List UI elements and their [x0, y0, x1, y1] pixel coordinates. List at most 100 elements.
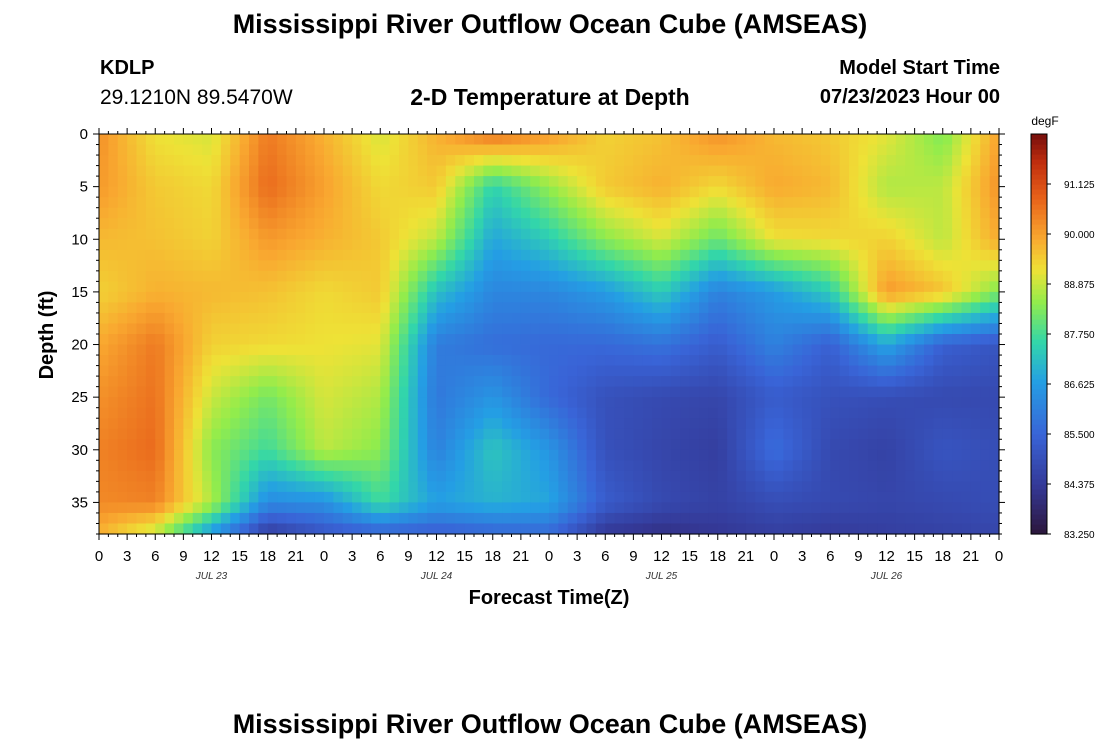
heatmap-cell	[483, 512, 494, 525]
heatmap-cell	[614, 376, 625, 388]
heatmap-cell	[230, 134, 241, 146]
heatmap-cell	[464, 334, 475, 346]
heatmap-cell	[989, 449, 1000, 461]
heatmap-cell	[239, 197, 250, 209]
heatmap-cell	[427, 323, 438, 335]
heatmap-cell	[389, 439, 400, 451]
heatmap-cell	[661, 523, 672, 535]
heatmap-cell	[267, 239, 278, 251]
heatmap-cell	[286, 312, 297, 325]
heatmap-cell	[905, 523, 916, 535]
heatmap-cell	[220, 239, 231, 251]
heatmap-cell	[342, 491, 353, 504]
heatmap-cell	[474, 481, 484, 493]
heatmap-cell	[389, 481, 400, 493]
heatmap-cell	[839, 260, 850, 272]
heatmap-cell	[239, 155, 250, 167]
heatmap-cell	[567, 186, 578, 198]
heatmap-cell	[370, 334, 381, 346]
heatmap-cell	[670, 207, 681, 219]
heatmap-cell	[211, 281, 222, 293]
colorbar-segment	[1031, 514, 1047, 520]
heatmap-cell	[755, 155, 766, 167]
heatmap-cell	[680, 481, 691, 493]
heatmap-cell	[389, 523, 400, 535]
x-tick-label: 9	[179, 548, 187, 565]
heatmap-cell	[136, 218, 147, 230]
heatmap-cell	[174, 197, 184, 209]
heatmap-cell	[905, 439, 916, 451]
heatmap-cell	[145, 365, 156, 377]
heatmap-cell	[567, 291, 578, 304]
heatmap-cell	[417, 176, 428, 188]
heatmap-cell	[192, 323, 203, 335]
heatmap-cell	[220, 344, 231, 356]
heatmap-cell	[324, 449, 334, 461]
heatmap-cell	[408, 460, 419, 472]
heatmap-cell	[342, 523, 353, 535]
heatmap-cell	[408, 344, 419, 356]
heatmap-cell	[267, 228, 278, 240]
heatmap-cell	[230, 260, 241, 272]
heatmap-cell	[502, 418, 513, 430]
heatmap-cell	[783, 165, 794, 177]
heatmap-cell	[286, 407, 297, 419]
heatmap-cell	[811, 502, 822, 514]
heatmap-cell	[511, 512, 522, 525]
heatmap-cell	[792, 386, 803, 398]
heatmap-cell	[539, 407, 550, 419]
heatmap-cell	[352, 155, 363, 167]
heatmap-cell	[108, 481, 119, 493]
heatmap-cell	[652, 302, 663, 314]
heatmap-cell	[567, 523, 578, 535]
heatmap-cell	[717, 491, 728, 504]
heatmap-cell	[549, 323, 559, 335]
heatmap-cell	[642, 386, 653, 398]
heatmap-cell	[642, 491, 653, 504]
heatmap-cell	[202, 218, 213, 230]
heatmap-cell	[267, 407, 278, 419]
heatmap-cell	[558, 218, 569, 230]
heatmap-cell	[727, 218, 738, 230]
heatmap-cell	[520, 165, 531, 177]
heatmap-cell	[633, 323, 644, 335]
heatmap-cell	[745, 176, 756, 188]
heatmap-cell	[877, 134, 888, 146]
heatmap-cell	[474, 523, 484, 535]
heatmap-cell	[389, 207, 400, 219]
heatmap-cell	[502, 228, 513, 240]
heatmap-cell	[164, 144, 175, 156]
heatmap-cell	[370, 428, 381, 440]
heatmap-cell	[867, 523, 878, 535]
heatmap-cell	[689, 386, 700, 398]
heatmap-cell	[249, 512, 259, 525]
heatmap-cell	[314, 260, 325, 272]
heatmap-cell	[914, 523, 925, 535]
heatmap-cell	[924, 491, 934, 504]
heatmap-cell	[624, 144, 634, 156]
heatmap-cell	[136, 355, 147, 367]
heatmap-cell	[145, 239, 156, 251]
heatmap-cell	[520, 449, 531, 461]
heatmap-cell	[239, 186, 250, 198]
heatmap-cell	[774, 186, 784, 198]
heatmap-cell	[314, 523, 325, 535]
heatmap-cell	[867, 155, 878, 167]
heatmap-cell	[314, 512, 325, 525]
heatmap-cell	[230, 439, 241, 451]
heatmap-cell	[277, 418, 288, 430]
heatmap-cell	[530, 176, 541, 188]
heatmap-cell	[830, 407, 841, 419]
heatmap-cell	[249, 439, 259, 451]
y-tick-label: 5	[80, 179, 88, 196]
heatmap-cell	[286, 197, 297, 209]
heatmap-cell	[736, 386, 747, 398]
heatmap-cell	[877, 165, 888, 177]
heatmap-cell	[689, 291, 700, 304]
heatmap-cell	[399, 365, 409, 377]
heatmap-cell	[877, 481, 888, 493]
heatmap-cell	[595, 460, 606, 472]
heatmap-cell	[305, 176, 316, 188]
heatmap-cell	[361, 291, 372, 304]
heatmap-cell	[961, 239, 972, 251]
